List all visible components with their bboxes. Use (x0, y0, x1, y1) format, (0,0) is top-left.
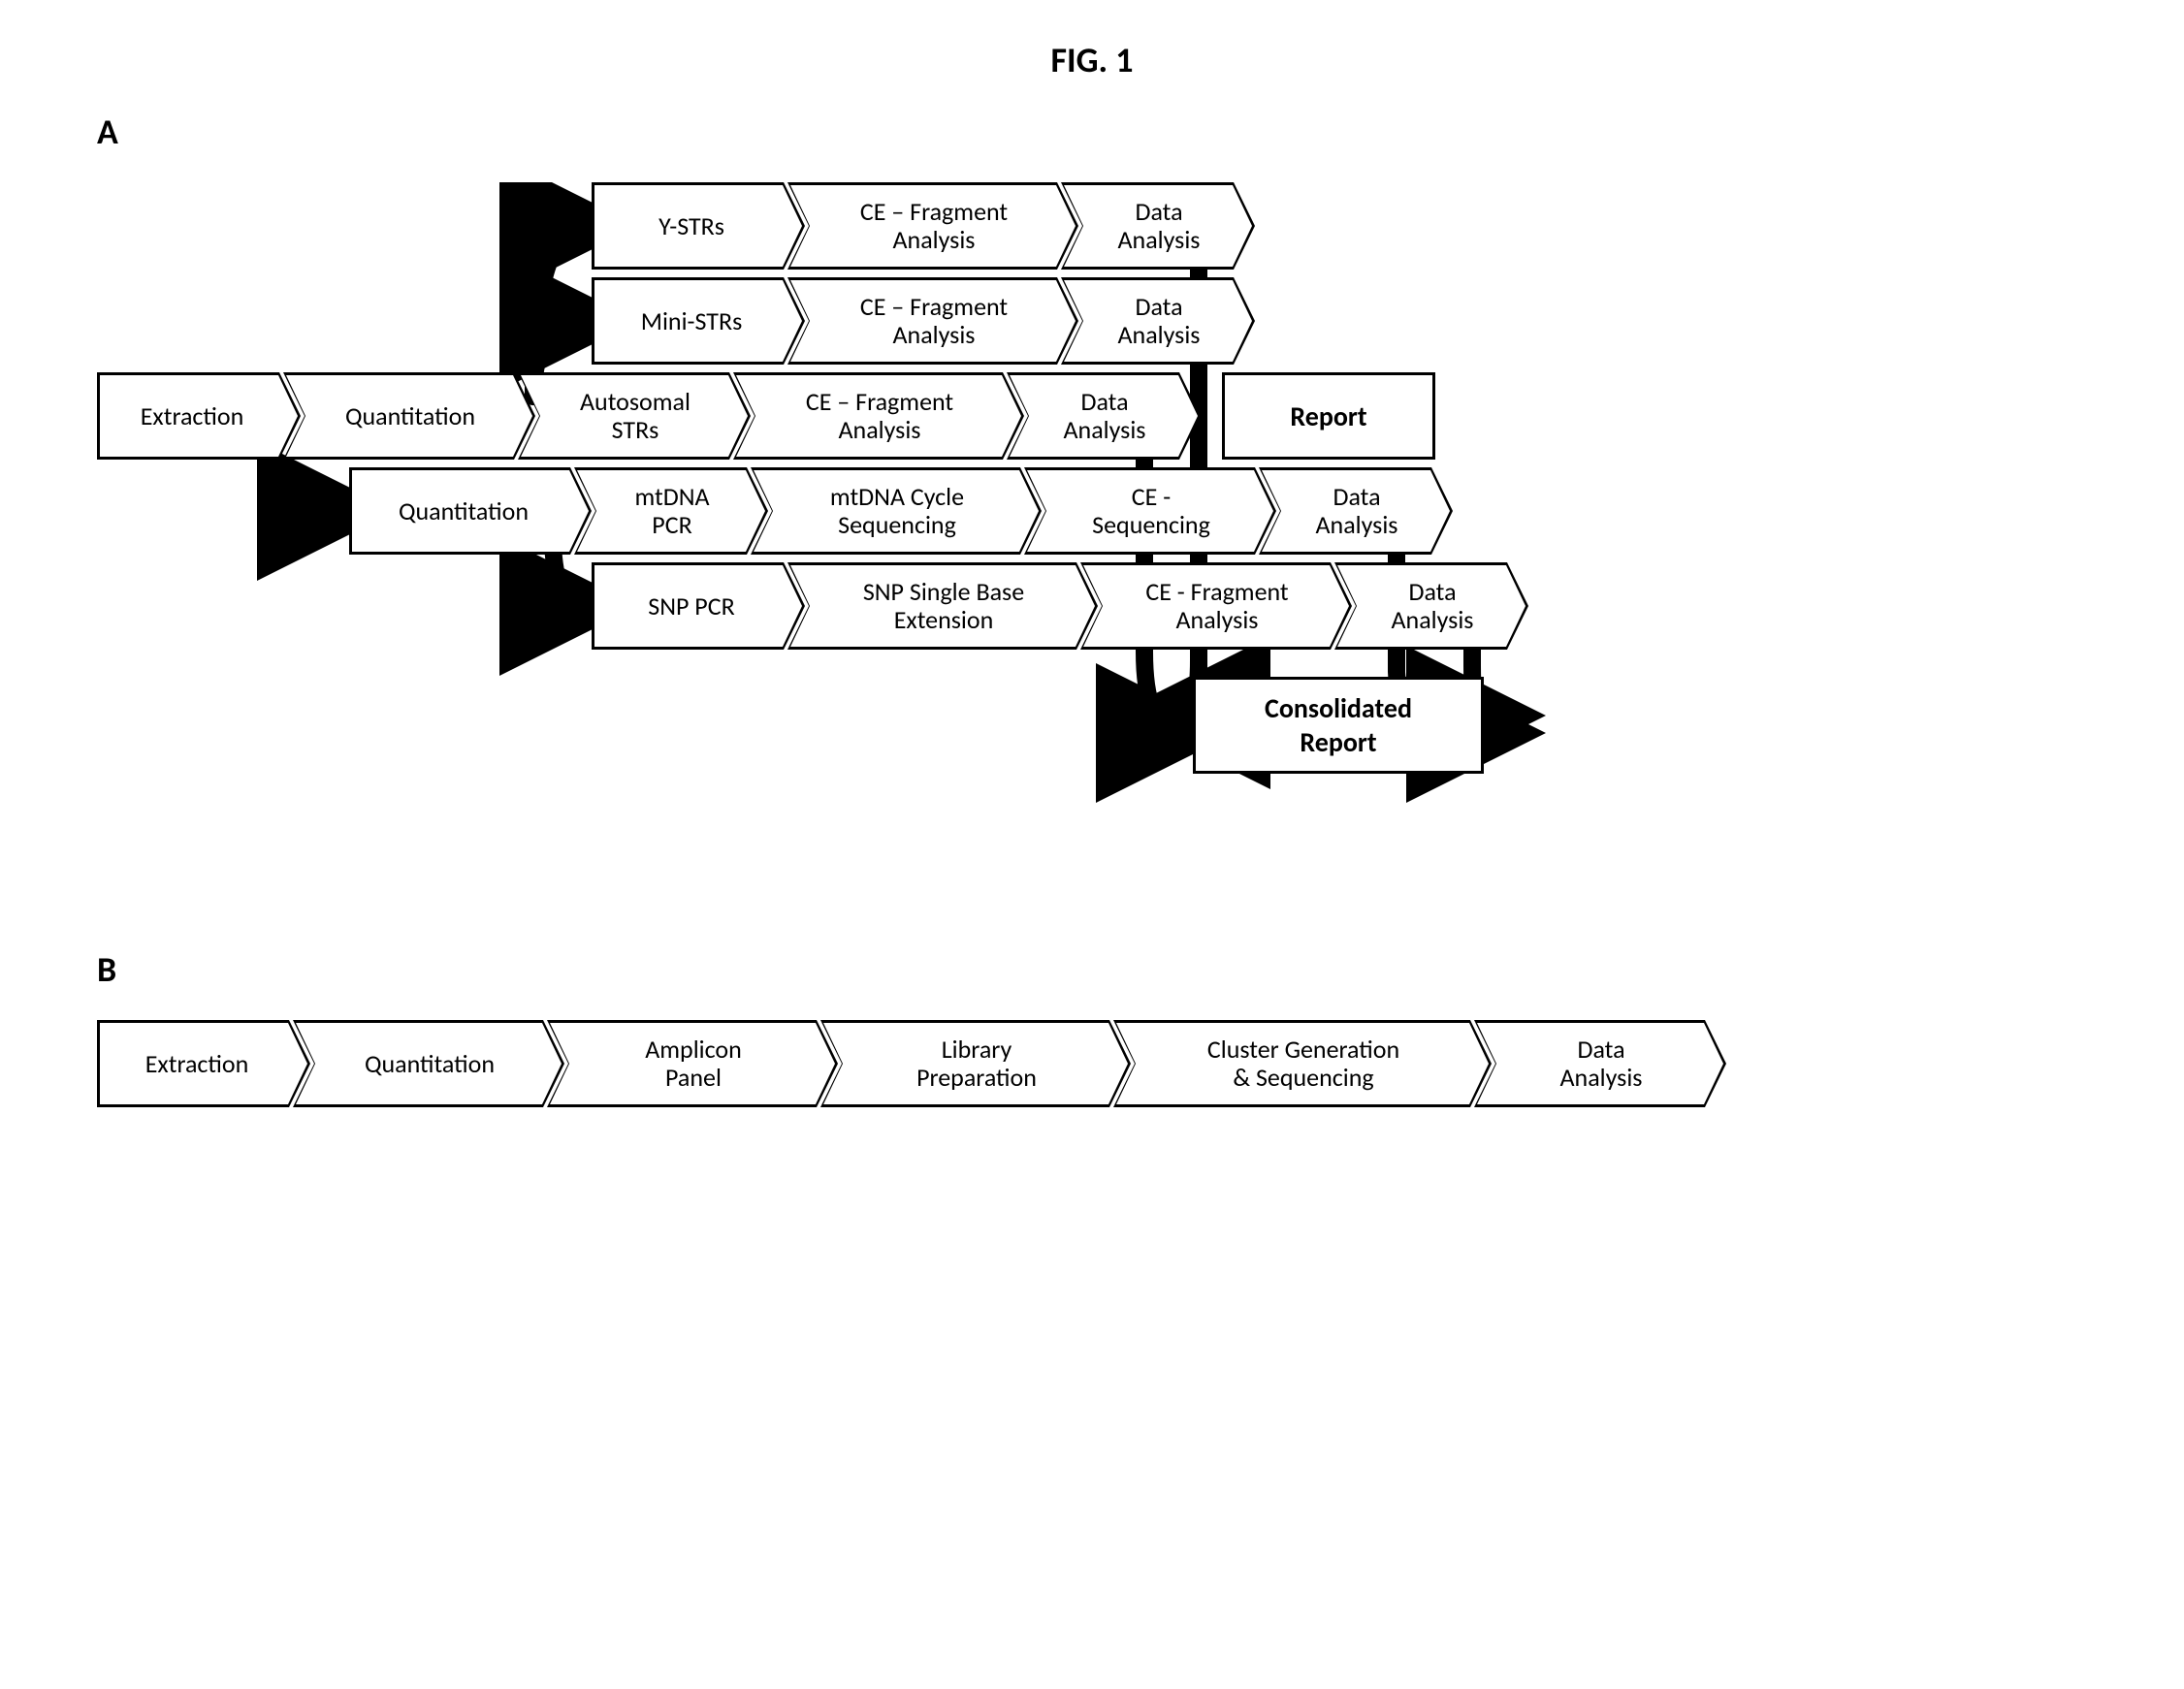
chevron-label: Data Analysis (1337, 565, 1526, 647)
chevron-step: Data Analysis (1474, 1020, 1726, 1107)
chevron-label: Quantitation (286, 375, 532, 457)
chevron-label: Extraction (100, 375, 298, 457)
workflow-row: SNP PCRSNP Single Base ExtensionCE - Fra… (97, 562, 1511, 650)
chevron-step: Y-STRs (592, 182, 805, 270)
chevron-label: Quantitation (352, 470, 589, 552)
workflow-row: Mini-STRsCE – Fragment AnalysisData Anal… (97, 277, 1237, 365)
workflow-row: Y-STRsCE – Fragment AnalysisData Analysi… (97, 182, 1237, 270)
chevron-step: Mini-STRs (592, 277, 805, 365)
chevron-step: mtDNA Cycle Sequencing (751, 467, 1042, 555)
figure-title: FIG. 1 (97, 39, 2087, 81)
chevron-label: Amplicon Panel (550, 1023, 835, 1104)
chevron-step: Quantitation (349, 467, 592, 555)
chevron-step: Data Analysis (1007, 372, 1201, 460)
chevron-step: CE - Sequencing (1024, 467, 1276, 555)
chevron-label: Library Preparation (823, 1023, 1128, 1104)
chevron-label: Data Analysis (1477, 1023, 1723, 1104)
chevron-label: Autosomal STRs (521, 375, 748, 457)
chevron-label: Y-STRs (594, 185, 802, 267)
chevron-step: Extraction (97, 1020, 310, 1107)
chevron-label: SNP PCR (594, 565, 802, 647)
chevron-step: SNP Single Base Extension (787, 562, 1098, 650)
panel-b-diagram: ExtractionQuantitationAmplicon PanelLibr… (97, 1020, 2087, 1127)
panel-a-diagram: Y-STRsCE – Fragment AnalysisData Analysi… (97, 182, 2087, 803)
chevron-label: Extraction (100, 1023, 307, 1104)
chevron-step: Extraction (97, 372, 301, 460)
consolidated-report-box: Consolidated Report (1193, 677, 1484, 774)
chevron-step: Amplicon Panel (547, 1020, 838, 1107)
chevron-step: CE – Fragment Analysis (733, 372, 1024, 460)
workflow-row: QuantitationmtDNA PCRmtDNA Cycle Sequenc… (97, 467, 1435, 555)
chevron-step: Quantitation (283, 372, 535, 460)
chevron-label: CE - Sequencing (1027, 470, 1273, 552)
chevron-step: CE – Fragment Analysis (787, 182, 1078, 270)
chevron-step: mtDNA PCR (574, 467, 768, 555)
chevron-step: Library Preparation (820, 1020, 1131, 1107)
chevron-label: Data Analysis (1010, 375, 1198, 457)
chevron-step: Data Analysis (1334, 562, 1528, 650)
chevron-label: CE – Fragment Analysis (736, 375, 1021, 457)
chevron-label: Data Analysis (1064, 280, 1252, 362)
panel-a-label: A (97, 111, 2087, 153)
chevron-label: mtDNA Cycle Sequencing (754, 470, 1039, 552)
chevron-label: CE – Fragment Analysis (790, 185, 1076, 267)
chevron-label: Data Analysis (1262, 470, 1450, 552)
chevron-step: CE - Fragment Analysis (1080, 562, 1352, 650)
report-box: Report (1222, 372, 1435, 460)
chevron-label: Mini-STRs (594, 280, 802, 362)
chevron-step: CE – Fragment Analysis (787, 277, 1078, 365)
workflow-row: ExtractionQuantitationAutosomal STRsCE –… (97, 372, 1435, 460)
chevron-label: CE – Fragment Analysis (790, 280, 1076, 362)
chevron-step: Data Analysis (1061, 277, 1255, 365)
chevron-step: Data Analysis (1061, 182, 1255, 270)
panel-b-label: B (97, 948, 2087, 991)
chevron-step: Quantitation (293, 1020, 564, 1107)
chevron-step: Autosomal STRs (518, 372, 751, 460)
chevron-label: CE - Fragment Analysis (1083, 565, 1349, 647)
chevron-label: Cluster Generation & Sequencing (1116, 1023, 1489, 1104)
chevron-step: SNP PCR (592, 562, 805, 650)
chevron-label: SNP Single Base Extension (790, 565, 1095, 647)
chevron-label: Quantitation (296, 1023, 562, 1104)
chevron-label: Data Analysis (1064, 185, 1252, 267)
workflow-row: ExtractionQuantitationAmplicon PanelLibr… (97, 1020, 2087, 1107)
chevron-label: mtDNA PCR (577, 470, 765, 552)
chevron-step: Data Analysis (1259, 467, 1453, 555)
chevron-step: Cluster Generation & Sequencing (1113, 1020, 1492, 1107)
